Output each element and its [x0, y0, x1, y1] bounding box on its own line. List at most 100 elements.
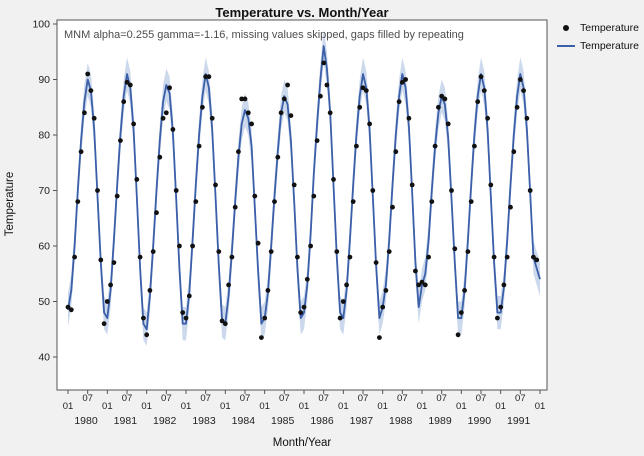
scatter-point[interactable]: [193, 199, 199, 205]
scatter-point[interactable]: [429, 199, 435, 205]
scatter-point[interactable]: [331, 177, 336, 182]
scatter-point[interactable]: [121, 99, 127, 105]
scatter-point[interactable]: [245, 110, 251, 116]
scatter-point[interactable]: [432, 143, 438, 149]
scatter-point[interactable]: [534, 257, 540, 263]
scatter-point[interactable]: [390, 204, 395, 210]
scatter-point[interactable]: [318, 93, 323, 99]
scatter-point[interactable]: [445, 121, 451, 127]
scatter-point[interactable]: [314, 138, 320, 144]
scatter-point[interactable]: [144, 332, 150, 338]
scatter-point[interactable]: [514, 104, 520, 110]
scatter-point[interactable]: [111, 260, 117, 265]
scatter-point[interactable]: [321, 60, 327, 66]
scatter-point[interactable]: [167, 85, 173, 91]
scatter-point[interactable]: [183, 315, 189, 321]
scatter-point[interactable]: [436, 104, 441, 110]
scatter-point[interactable]: [413, 268, 418, 274]
scatter-point[interactable]: [488, 182, 494, 188]
scatter-point[interactable]: [377, 335, 382, 340]
scatter-point[interactable]: [209, 115, 215, 121]
scatter-point[interactable]: [78, 149, 84, 155]
scatter-point[interactable]: [219, 318, 225, 324]
scatter-point[interactable]: [147, 288, 153, 293]
scatter-point[interactable]: [285, 82, 290, 88]
scatter-point[interactable]: [508, 204, 513, 210]
scatter-point[interactable]: [367, 121, 372, 127]
scatter-point[interactable]: [347, 254, 353, 260]
scatter-point[interactable]: [357, 104, 363, 110]
scatter-point[interactable]: [406, 115, 412, 121]
scatter-point[interactable]: [524, 115, 530, 121]
legend-item-points[interactable]: Temperature: [556, 20, 642, 36]
scatter-point[interactable]: [465, 249, 471, 255]
scatter-point[interactable]: [304, 276, 310, 282]
scatter-point[interactable]: [442, 96, 448, 102]
scatter-point[interactable]: [177, 243, 182, 249]
scatter-point[interactable]: [298, 310, 304, 315]
scatter-point[interactable]: [72, 254, 77, 260]
scatter-point[interactable]: [485, 115, 490, 121]
scatter-point[interactable]: [504, 254, 510, 260]
scatter-point[interactable]: [157, 154, 163, 160]
scatter-point[interactable]: [95, 188, 100, 193]
scatter-point[interactable]: [186, 293, 192, 299]
scatter-point[interactable]: [101, 321, 107, 327]
scatter-point[interactable]: [272, 199, 277, 205]
scatter-point[interactable]: [180, 310, 186, 315]
scatter-point[interactable]: [288, 113, 294, 118]
scatter-point[interactable]: [124, 79, 130, 85]
scatter-point[interactable]: [468, 199, 474, 205]
scatter-point[interactable]: [409, 182, 415, 188]
scatter-point[interactable]: [495, 315, 500, 321]
scatter-point[interactable]: [449, 188, 454, 193]
scatter-point[interactable]: [206, 74, 212, 80]
scatter-point[interactable]: [295, 254, 300, 260]
scatter-point[interactable]: [242, 96, 248, 102]
scatter-point[interactable]: [481, 88, 487, 93]
scatter-point[interactable]: [399, 79, 405, 85]
scatter-point[interactable]: [88, 88, 94, 93]
scatter-point[interactable]: [108, 282, 113, 288]
legend-item-line[interactable]: Temperature: [556, 38, 642, 54]
scatter-point[interactable]: [141, 315, 146, 321]
scatter-point[interactable]: [281, 96, 287, 102]
scatter-point[interactable]: [196, 143, 202, 149]
scatter-point[interactable]: [278, 110, 284, 116]
scatter-point[interactable]: [232, 204, 238, 210]
scatter-point[interactable]: [301, 304, 307, 310]
scatter-point[interactable]: [213, 182, 218, 188]
scatter-point[interactable]: [268, 249, 274, 255]
scatter-point[interactable]: [396, 99, 402, 105]
scatter-point[interactable]: [200, 104, 205, 110]
scatter-point[interactable]: [458, 310, 464, 315]
scatter-point[interactable]: [239, 96, 245, 102]
scatter-point[interactable]: [360, 85, 366, 91]
scatter-point[interactable]: [291, 182, 297, 188]
scatter-point[interactable]: [517, 77, 523, 82]
scatter-point[interactable]: [472, 143, 477, 149]
scatter-point[interactable]: [82, 110, 87, 116]
scatter-point[interactable]: [98, 257, 104, 263]
scatter-point[interactable]: [160, 115, 166, 121]
scatter-point[interactable]: [403, 77, 408, 82]
scatter-point[interactable]: [422, 282, 428, 288]
scatter-point[interactable]: [114, 193, 120, 199]
scatter-point[interactable]: [173, 188, 179, 193]
scatter-point[interactable]: [216, 249, 222, 255]
scatter-point[interactable]: [118, 138, 123, 144]
scatter-point[interactable]: [65, 304, 71, 310]
scatter-point[interactable]: [226, 282, 232, 288]
scatter-point[interactable]: [154, 210, 159, 216]
scatter-point[interactable]: [275, 154, 281, 160]
scatter-point[interactable]: [501, 282, 507, 288]
scatter-point[interactable]: [311, 193, 317, 199]
scatter-point[interactable]: [521, 88, 526, 93]
scatter-point[interactable]: [236, 149, 241, 155]
scatter-point[interactable]: [229, 254, 235, 260]
scatter-point[interactable]: [363, 88, 369, 93]
scatter-point[interactable]: [354, 143, 359, 149]
scatter-point[interactable]: [426, 254, 431, 260]
scatter-point[interactable]: [386, 249, 392, 255]
scatter-point[interactable]: [478, 74, 484, 80]
